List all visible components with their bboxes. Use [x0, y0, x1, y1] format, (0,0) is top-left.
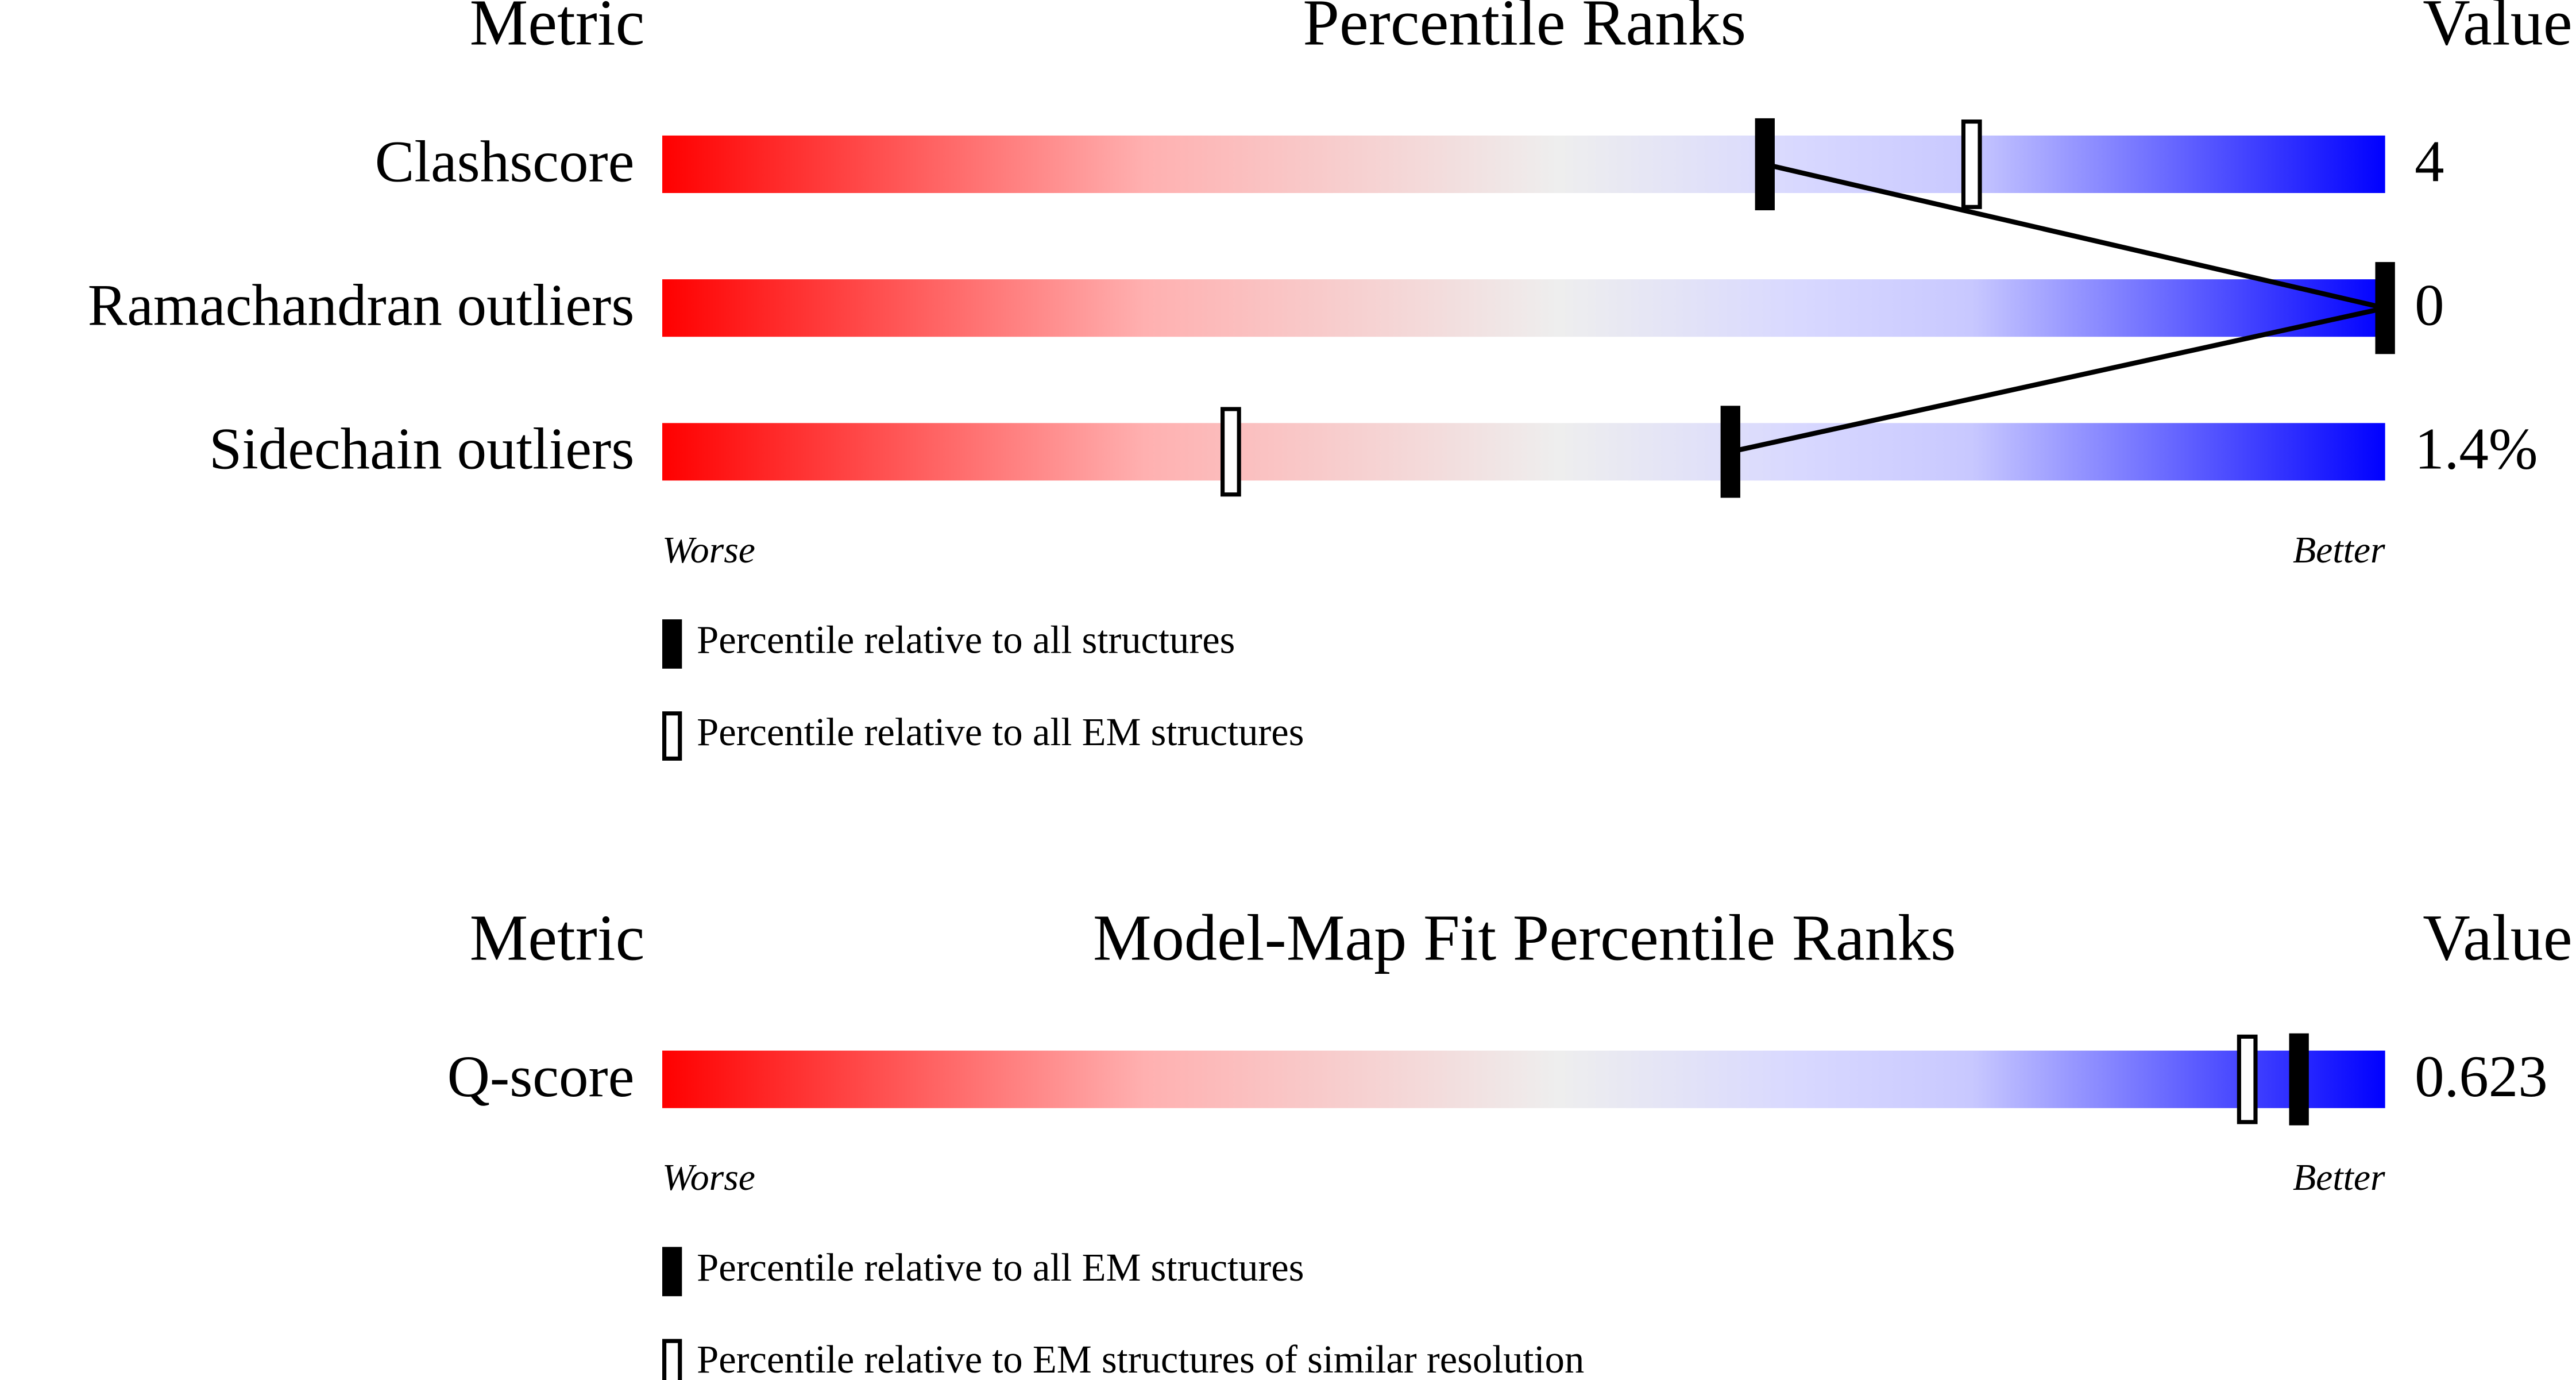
metric-value: 1.4%	[2415, 417, 2538, 482]
slider-bar	[662, 423, 2385, 481]
marker-all	[2289, 1033, 2309, 1125]
legend-icon-filled	[662, 1247, 682, 1297]
metric-name: Clashscore	[375, 129, 635, 194]
header-title: Model-Map Fit Percentile Ranks	[1093, 901, 1956, 974]
metric-name: Sidechain outliers	[209, 417, 634, 482]
slider-bar	[662, 135, 2385, 193]
legend-text: Percentile relative to EM structures of …	[697, 1337, 1584, 1380]
metric-value: 0	[2415, 273, 2444, 338]
header-title: Percentile Ranks	[1303, 0, 1746, 59]
legend-text: Percentile relative to all structures	[697, 618, 1235, 662]
metric-name: Q-score	[447, 1044, 635, 1109]
legend-text: Percentile relative to all EM structures	[697, 1246, 1304, 1289]
legend-icon-filled	[662, 619, 682, 669]
marker-all	[2375, 262, 2395, 354]
worse-label: Worse	[662, 529, 755, 571]
marker-all	[1720, 406, 1740, 498]
header-value: Value	[2423, 0, 2572, 59]
header-metric: Metric	[470, 0, 645, 59]
marker-em	[1961, 120, 1982, 209]
legend-icon-open	[662, 711, 682, 761]
metric-value: 4	[2415, 129, 2444, 194]
better-label: Better	[2293, 529, 2385, 571]
slider-bar	[662, 279, 2385, 337]
marker-em	[1221, 407, 1241, 497]
better-label: Better	[2293, 1157, 2385, 1198]
metric-value: 0.623	[2415, 1044, 2548, 1109]
worse-label: Worse	[662, 1157, 755, 1198]
metric-name: Ramachandran outliers	[88, 273, 635, 338]
legend-icon-open	[662, 1339, 682, 1380]
marker-em	[2237, 1034, 2258, 1124]
slider-bar	[662, 1050, 2385, 1108]
header-value: Value	[2423, 901, 2572, 974]
header-metric: Metric	[470, 901, 645, 974]
legend-text: Percentile relative to all EM structures	[697, 710, 1304, 754]
marker-all	[1755, 118, 1775, 211]
